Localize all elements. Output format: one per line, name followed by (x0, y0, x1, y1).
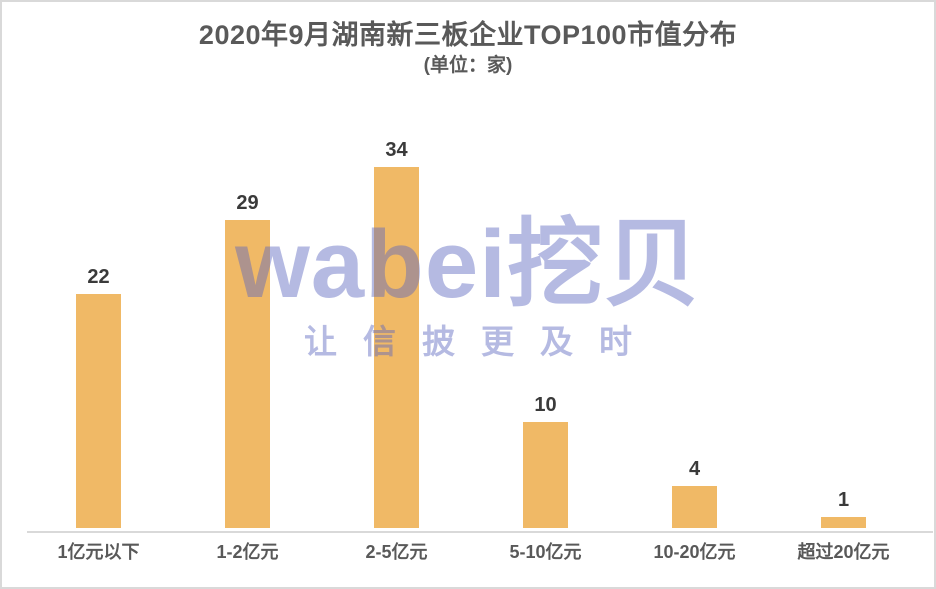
bar (76, 294, 121, 528)
bars-container: 22 29 34 10 4 1 (24, 138, 918, 528)
chart-subtitle: (单位：家) (423, 55, 513, 76)
bar (225, 220, 270, 528)
category-label: 1-2亿元 (216, 542, 279, 562)
bar-value-label: 34 (385, 139, 408, 161)
bar-column: 1 (769, 488, 918, 528)
bar-column: 10 (471, 393, 620, 528)
bar-column: 4 (620, 457, 769, 528)
bar (523, 422, 568, 528)
bar-value-label: 10 (534, 394, 557, 416)
bar-column: 22 (24, 265, 173, 528)
bar-column: 34 (322, 138, 471, 528)
category-label: 1亿元以下 (57, 542, 140, 562)
category-label: 10-20亿元 (653, 542, 736, 562)
category-label: 超过20亿元 (797, 542, 890, 562)
bar-column: 29 (173, 191, 322, 528)
category-labels: 1亿元以下 1-2亿元 2-5亿元 5-10亿元 10-20亿元 超过20亿元 (24, 541, 918, 563)
bar (374, 167, 419, 528)
x-axis-line (27, 531, 933, 533)
bar (672, 486, 717, 528)
category-label: 2-5亿元 (365, 542, 428, 562)
bar-value-label: 4 (688, 458, 701, 480)
bar (821, 517, 866, 528)
chart-title: 2020年9月湖南新三板企业TOP100市值分布 (198, 20, 738, 50)
category-label: 5-10亿元 (509, 542, 582, 562)
bar-value-label: 29 (236, 192, 259, 214)
bar-value-label: 22 (87, 266, 110, 288)
bar-value-label: 1 (837, 489, 850, 511)
